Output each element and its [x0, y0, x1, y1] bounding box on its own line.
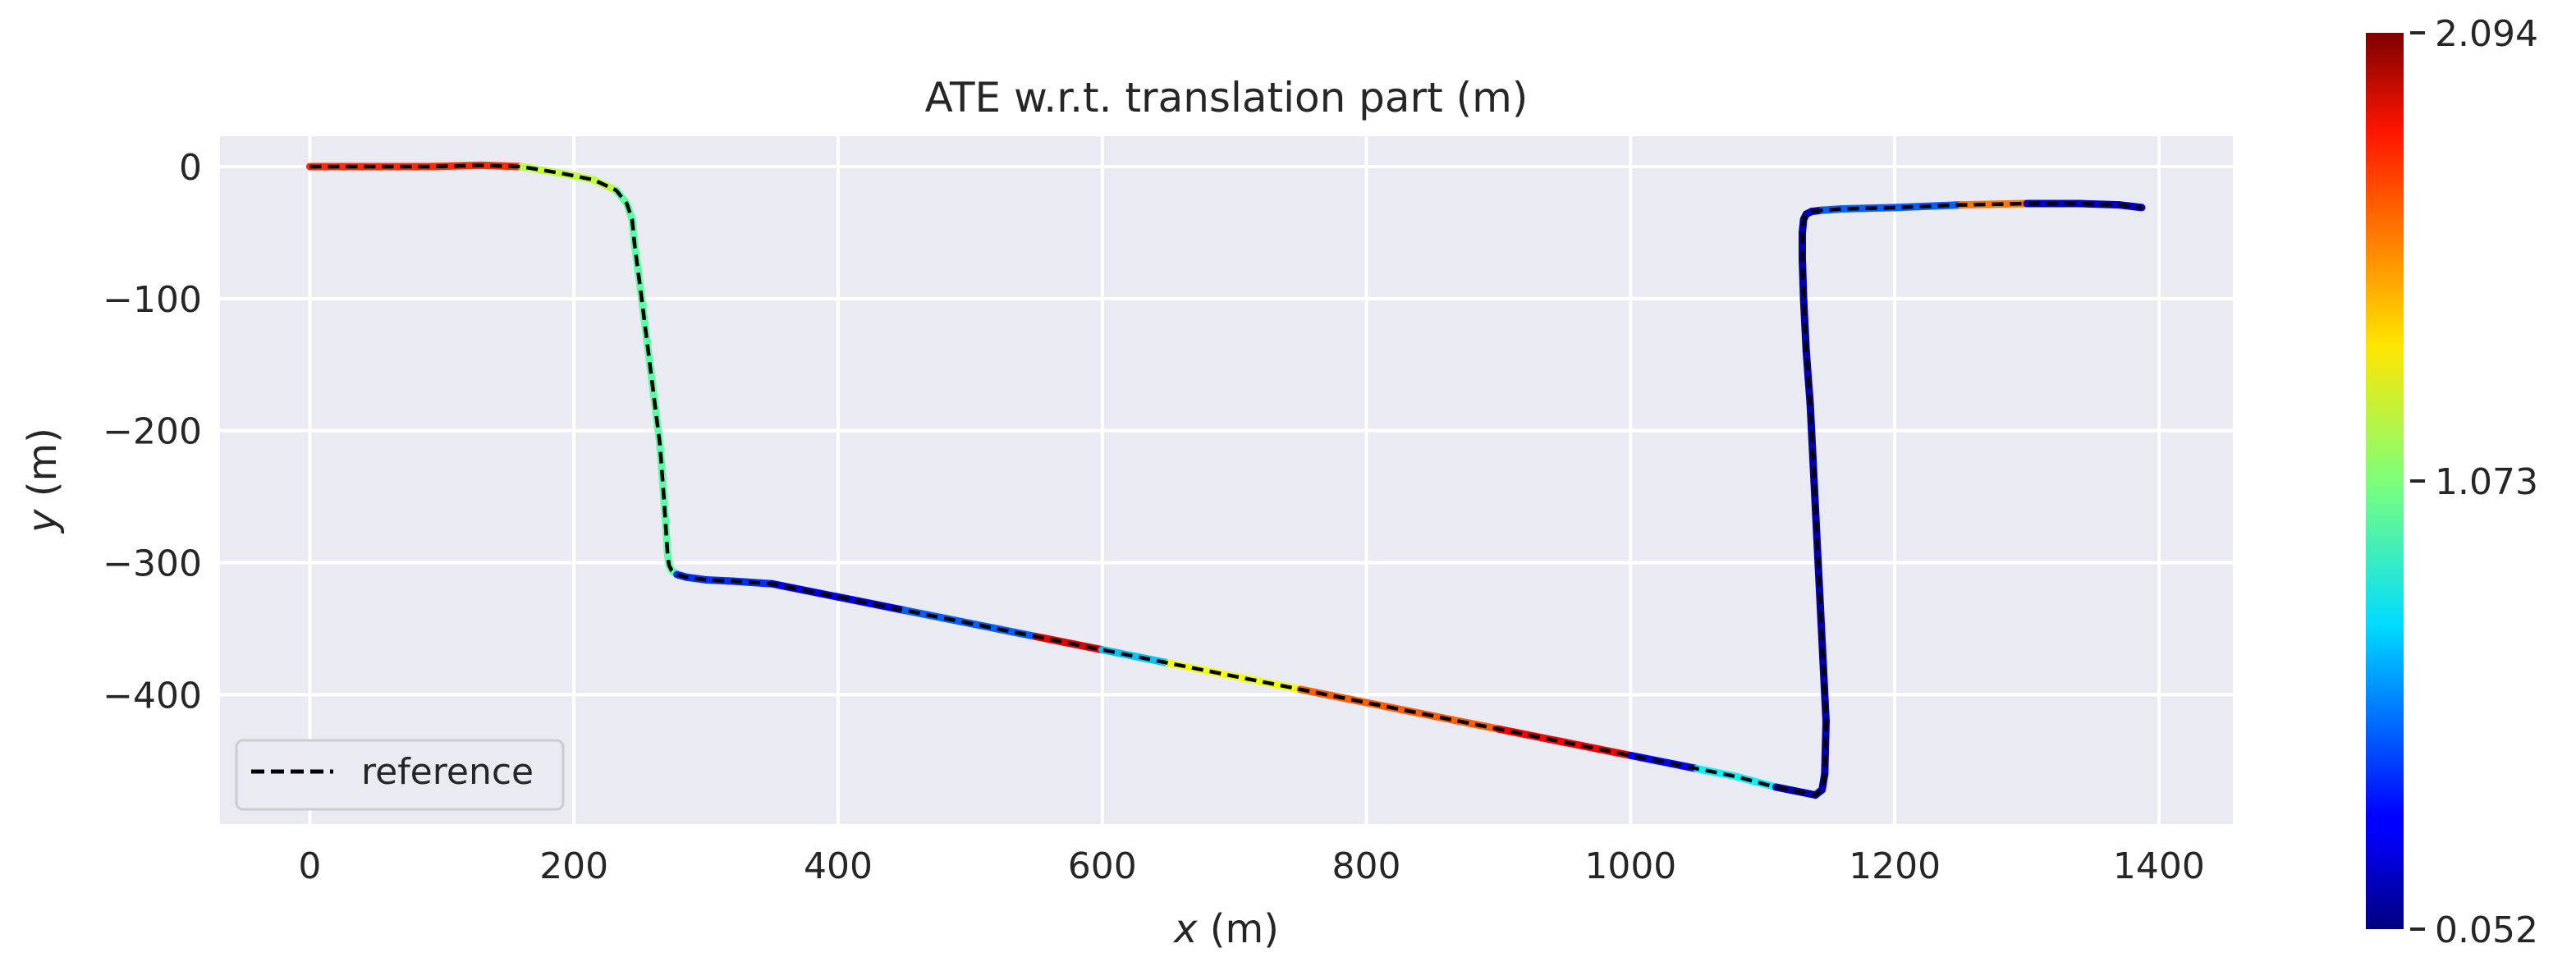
trajectory-segment [1814, 559, 1825, 620]
y-tick-label: −200 [103, 411, 202, 453]
reference-line [309, 163, 2143, 797]
colorbar-ticks: 0.052 1.073 2.094 [2410, 13, 2538, 951]
x-tick-label: 1000 [1584, 845, 1676, 887]
colorbar-tick-label: 1.073 [2435, 461, 2538, 503]
x-axis-label: x (m) [1172, 906, 1279, 952]
x-tick-label: 1400 [2113, 845, 2205, 887]
y-tick-labels: 0 −100 −200 −300 −400 [103, 147, 202, 717]
reference-line-group [309, 163, 2143, 797]
plot-area [220, 136, 2233, 824]
chart-title: ATE w.r.t. translation part (m) [925, 74, 1529, 121]
grid [220, 136, 2233, 824]
trajectory-segment [1812, 506, 1822, 567]
colorbar-gradient [2366, 33, 2404, 929]
legend: reference [235, 739, 565, 811]
y-tick-label: −100 [103, 279, 202, 321]
colorbar-tick-label: 2.094 [2435, 13, 2538, 55]
x-tick-labels: 0 200 400 600 800 1000 1200 1400 [298, 845, 2204, 887]
legend-reference-label: reference [361, 751, 534, 793]
x-tick-label: 0 [298, 845, 321, 887]
colorbar: 0.052 1.073 2.094 [2366, 13, 2538, 951]
x-tick-label: 1200 [1849, 845, 1941, 887]
y-axis-label: y (m) [20, 428, 66, 534]
colorbar-tick-label: 0.052 [2435, 909, 2538, 951]
x-tick-label: 600 [1068, 845, 1137, 887]
x-tick-label: 400 [804, 845, 873, 887]
trajectory-segment [1808, 453, 1820, 514]
y-tick-label: 0 [179, 147, 202, 189]
y-tick-label: −300 [103, 543, 202, 585]
x-tick-label: 200 [539, 845, 608, 887]
y-tick-label: −400 [103, 675, 202, 717]
x-tick-label: 800 [1332, 845, 1401, 887]
legend-box [235, 739, 565, 811]
trajectory-segment [1817, 611, 1827, 672]
